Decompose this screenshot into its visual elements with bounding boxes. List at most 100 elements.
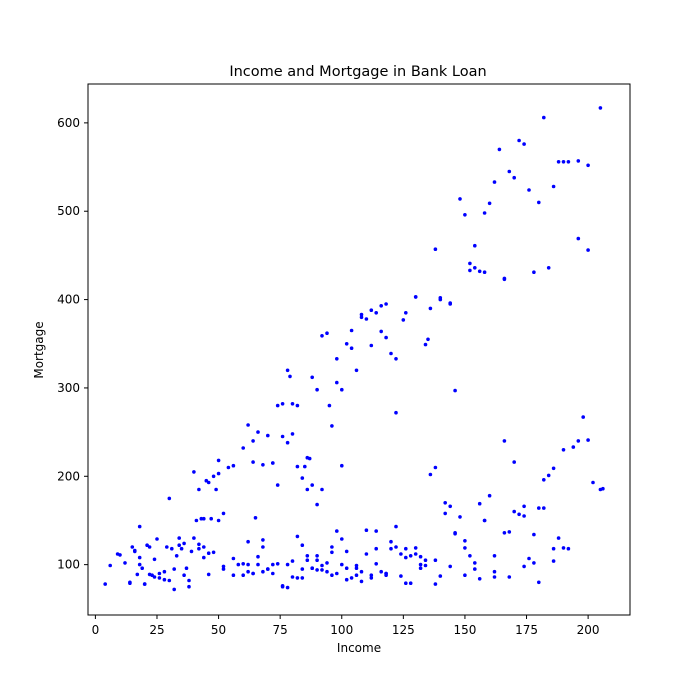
data-point bbox=[433, 247, 438, 251]
data-point bbox=[349, 328, 354, 333]
data-point bbox=[251, 571, 255, 576]
data-point bbox=[194, 518, 199, 523]
data-point bbox=[374, 529, 379, 533]
data-point bbox=[532, 532, 536, 537]
data-point bbox=[197, 542, 201, 547]
data-point bbox=[399, 552, 403, 556]
data-point bbox=[256, 554, 260, 559]
data-point bbox=[468, 554, 472, 558]
data-point bbox=[482, 270, 487, 275]
data-point bbox=[433, 558, 438, 562]
data-point bbox=[137, 524, 142, 529]
data-point bbox=[401, 318, 406, 322]
data-point bbox=[320, 568, 324, 572]
data-point bbox=[354, 566, 359, 570]
data-point bbox=[133, 548, 137, 553]
data-point bbox=[320, 487, 324, 492]
data-point bbox=[598, 106, 603, 110]
data-point bbox=[374, 562, 379, 566]
data-point bbox=[211, 550, 216, 555]
data-point bbox=[147, 545, 152, 549]
data-point bbox=[162, 577, 167, 582]
x-tick-label: 0 bbox=[92, 623, 100, 637]
data-point bbox=[310, 375, 315, 380]
data-point bbox=[487, 201, 492, 206]
data-point bbox=[330, 545, 334, 549]
data-point bbox=[145, 543, 149, 547]
y-tick-label: 600 bbox=[57, 116, 80, 130]
data-point bbox=[177, 543, 181, 547]
data-point bbox=[443, 501, 448, 505]
data-point bbox=[561, 160, 566, 164]
data-point bbox=[394, 357, 398, 361]
data-point bbox=[571, 445, 576, 449]
data-point bbox=[266, 433, 270, 438]
data-point bbox=[216, 458, 221, 463]
data-point bbox=[135, 572, 140, 577]
data-point bbox=[315, 502, 319, 507]
data-point bbox=[537, 506, 541, 510]
data-point bbox=[527, 188, 531, 192]
data-point bbox=[364, 528, 369, 532]
y-tick-label: 300 bbox=[57, 381, 80, 395]
data-point bbox=[206, 572, 211, 577]
data-point bbox=[241, 446, 245, 450]
data-point bbox=[231, 573, 236, 577]
data-point bbox=[335, 529, 339, 533]
plot-frame bbox=[87, 83, 631, 616]
data-point bbox=[561, 448, 566, 452]
data-point bbox=[354, 368, 359, 373]
x-tick-label: 200 bbox=[577, 623, 600, 637]
data-point bbox=[502, 439, 507, 443]
data-point bbox=[251, 439, 255, 443]
data-point bbox=[162, 569, 167, 574]
data-point bbox=[359, 579, 364, 584]
data-point bbox=[408, 554, 413, 558]
data-point bbox=[155, 537, 159, 541]
data-point bbox=[517, 138, 521, 143]
data-point bbox=[507, 575, 512, 579]
data-point bbox=[315, 568, 319, 572]
data-point bbox=[448, 504, 453, 509]
y-tick-label: 400 bbox=[57, 293, 80, 307]
data-point bbox=[413, 552, 418, 556]
data-point bbox=[522, 514, 526, 518]
data-point bbox=[197, 487, 201, 492]
data-point bbox=[527, 556, 531, 561]
data-point bbox=[522, 142, 526, 146]
data-point bbox=[128, 581, 132, 585]
data-point bbox=[226, 465, 231, 470]
data-point bbox=[152, 575, 157, 579]
data-point bbox=[305, 558, 310, 562]
data-point bbox=[561, 546, 566, 550]
data-point bbox=[275, 562, 280, 566]
data-point bbox=[330, 424, 334, 428]
data-point bbox=[463, 213, 467, 217]
data-point bbox=[477, 269, 482, 274]
x-tick-label: 150 bbox=[453, 623, 476, 637]
data-point bbox=[216, 518, 221, 523]
data-point bbox=[192, 470, 196, 474]
data-point bbox=[438, 297, 443, 302]
data-point bbox=[448, 301, 453, 305]
data-point bbox=[325, 331, 329, 336]
data-point bbox=[369, 573, 374, 577]
data-point bbox=[389, 546, 393, 551]
data-point bbox=[340, 562, 344, 567]
data-point bbox=[418, 566, 423, 570]
data-point bbox=[202, 516, 206, 521]
data-point bbox=[433, 465, 438, 470]
x-tick-label: 50 bbox=[211, 623, 226, 637]
data-point bbox=[512, 175, 516, 180]
x-tick-label: 100 bbox=[330, 623, 353, 637]
data-point bbox=[310, 566, 315, 570]
data-point bbox=[369, 343, 374, 348]
data-point bbox=[275, 483, 280, 487]
data-point bbox=[492, 180, 497, 184]
y-tick-label: 200 bbox=[57, 469, 80, 483]
data-point bbox=[492, 575, 497, 579]
data-point bbox=[307, 456, 312, 461]
data-point bbox=[438, 574, 443, 578]
data-point bbox=[428, 472, 433, 477]
data-point bbox=[473, 561, 477, 565]
